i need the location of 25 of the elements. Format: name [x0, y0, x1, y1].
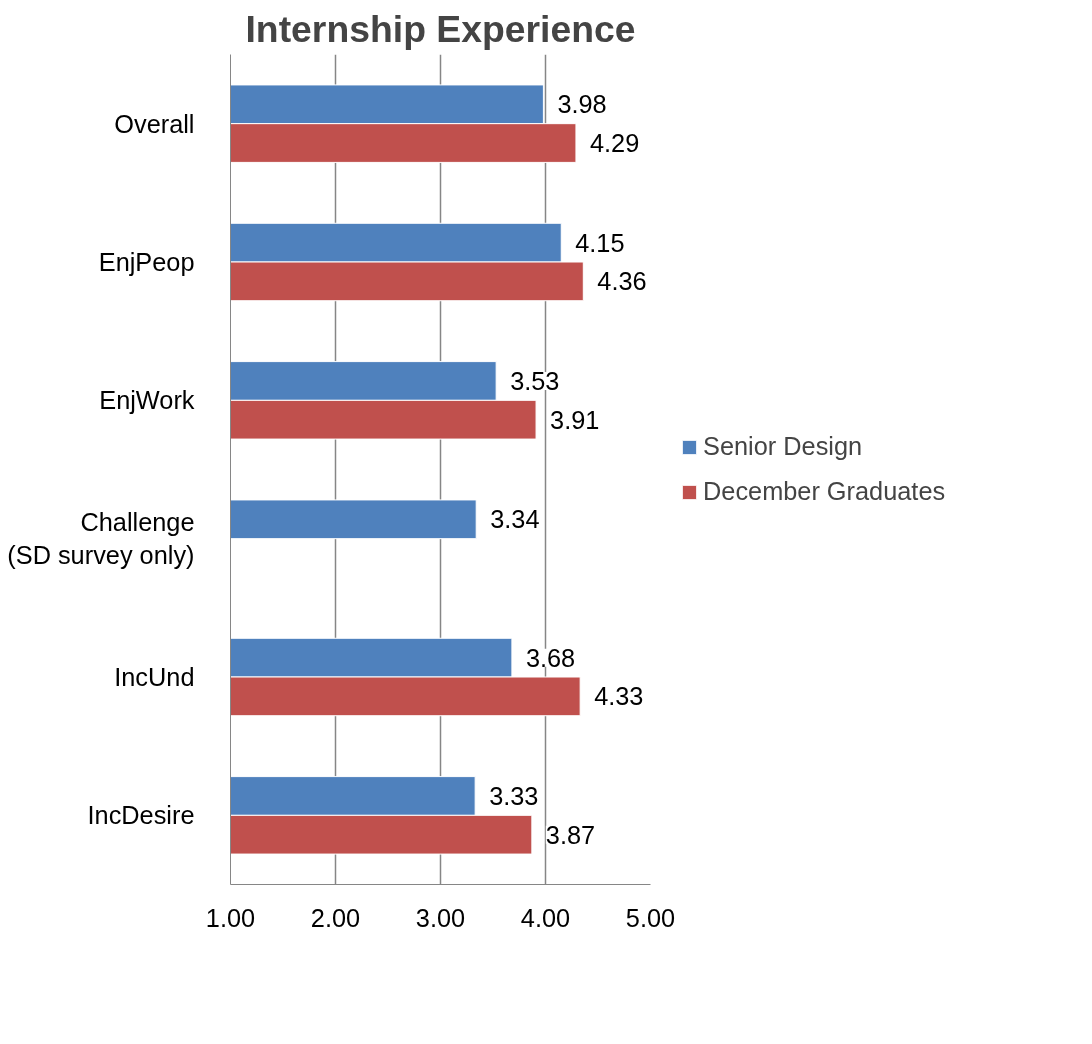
data-label: 4.15	[575, 228, 625, 257]
x-tick-label: 5.00	[625, 903, 676, 932]
y-tick-label: IncUnd	[114, 663, 195, 691]
data-label: 3.33	[489, 781, 539, 810]
y-tick-label: EnjPeop	[98, 248, 195, 276]
x-tick-label: 3.00	[415, 903, 466, 932]
data-label: 4.33	[594, 682, 644, 711]
legend-label: Senior Design	[703, 432, 863, 461]
x-tick-label: 1.00	[205, 903, 256, 932]
y-tick-label: Challenge (SD survey only)	[7, 507, 195, 570]
data-label: 3.68	[525, 643, 576, 672]
data-label: 3.91	[550, 405, 600, 434]
data-label: 3.34	[490, 505, 540, 534]
x-tick-label: 2.00	[310, 903, 361, 932]
data-label: 3.53	[510, 366, 560, 395]
y-tick-label: EnjWork	[99, 386, 195, 415]
y-tick-label: IncDesire	[87, 801, 195, 830]
data-label: 3.98	[557, 90, 607, 119]
legend-label: December Graduates	[703, 477, 946, 506]
data-label: 3.87	[545, 820, 596, 849]
data-label: 4.29	[589, 129, 640, 158]
chart-title: Internship Experience	[245, 7, 636, 50]
x-tick-label: 4.00	[520, 903, 571, 932]
data-label: 4.36	[597, 267, 647, 296]
y-tick-label: Overall	[114, 109, 195, 138]
